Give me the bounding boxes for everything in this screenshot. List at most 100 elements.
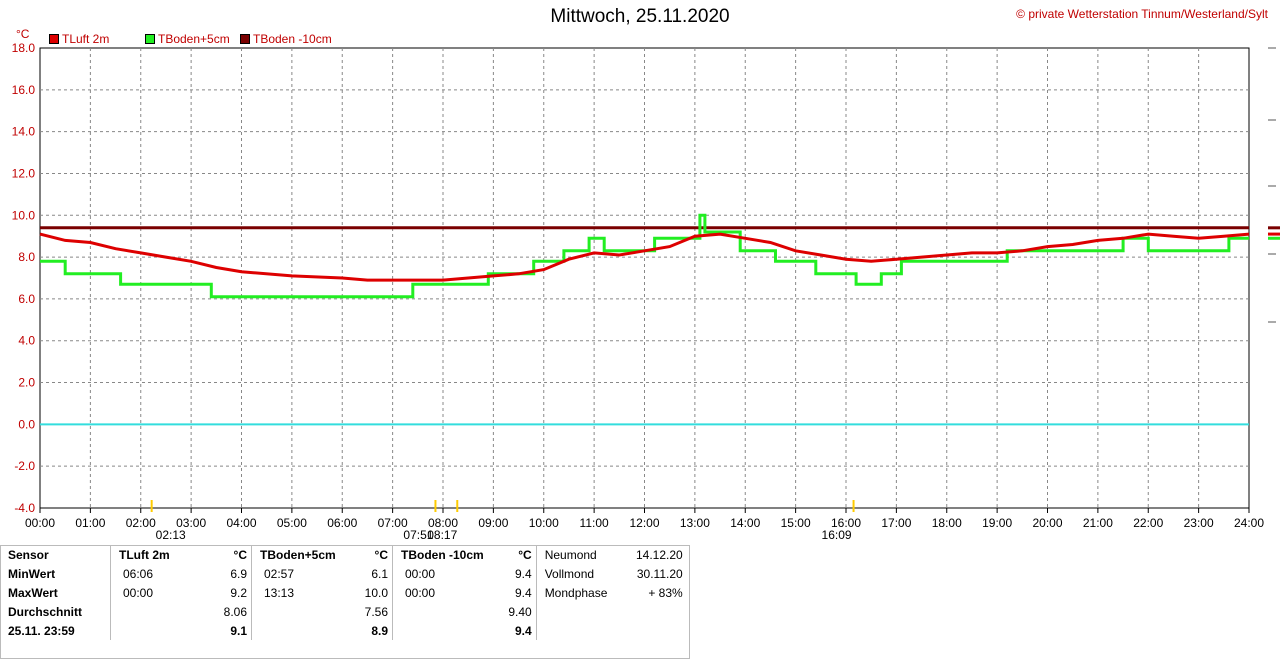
stats-row-min: MinWert 06:06 6.9 02:57 6.1 00:00 9.4 Vo… (0, 564, 687, 583)
stats-value: 9.2 (230, 585, 247, 600)
stats-table: Sensor TLuft 2m °C TBoden+5cm °C TBoden … (0, 545, 687, 640)
x-tick-label: 12:00 (629, 516, 659, 530)
stats-value: 8.06 (223, 604, 247, 619)
stats-row-label: Durchschnitt (8, 604, 83, 619)
stats-time: 00:00 (391, 583, 488, 602)
stats-time: 13:13 (251, 583, 344, 602)
legend-swatch (240, 34, 250, 44)
x-tick-label: 06:00 (327, 516, 357, 530)
x-tick-label: 22:00 (1133, 516, 1163, 530)
chart-title: Mittwoch, 25.11.2020 (550, 6, 730, 27)
stats-row-label: MaxWert (8, 585, 58, 600)
legend-label: TLuft 2m (62, 32, 110, 46)
x-tick-label: 23:00 (1184, 516, 1214, 530)
x-tick-label: 08:00 (428, 516, 458, 530)
x-tick-label: 15:00 (781, 516, 811, 530)
stats-time (391, 602, 488, 621)
legend-swatch (49, 34, 59, 44)
stats-header-tboden10: TBoden -10cm (391, 545, 488, 564)
legend-item-tluft: TLuft 2m (49, 32, 109, 46)
x-tick-label: 20:00 (1032, 516, 1062, 530)
x-tick-label: 02:00 (126, 516, 156, 530)
series-line-1 (40, 213, 1249, 299)
y-tick-label: 14.0 (12, 125, 36, 139)
y-tick-label: 18.0 (12, 41, 36, 55)
y-tick-label: 2.0 (18, 376, 35, 390)
y-tick-label: 6.0 (18, 292, 35, 306)
moon-label: Neumond (535, 545, 619, 564)
moonset-label: 08:17 (427, 528, 457, 542)
y-unit-label: °C (16, 27, 30, 41)
series-line-0 (39, 232, 1250, 282)
moon-value: 14.12.20 (635, 547, 683, 562)
stats-row-label: 25.11. 23:59 (8, 623, 75, 638)
x-tick-label: 01:00 (75, 516, 105, 530)
x-tick-label: 16:00 (831, 516, 861, 530)
stats-time: 00:00 (391, 564, 488, 583)
x-tick-label: 18:00 (932, 516, 962, 530)
copyright-label: © private Wetterstation Tinnum/Westerlan… (1016, 7, 1268, 21)
y-tick-label: 10.0 (12, 208, 36, 222)
stats-row-avg: Durchschnitt 8.06 7.56 9.40 (0, 602, 687, 621)
sunset-label: 16:09 (822, 528, 852, 542)
x-tick-label: 13:00 (680, 516, 710, 530)
y-tick-label: 12.0 (12, 166, 36, 180)
x-tick-label: 19:00 (982, 516, 1012, 530)
x-tick-label: 04:00 (226, 516, 256, 530)
y-tick-label: -4.0 (14, 501, 35, 515)
stats-time (110, 621, 183, 640)
stats-value: 7.56 (364, 604, 388, 619)
x-tick-label: 24:00 (1234, 516, 1264, 530)
moon-label: Mondphase (535, 583, 619, 602)
moon-value: 30.11.20 (636, 566, 683, 581)
legend-item-tboden5: TBoden+5cm (145, 32, 230, 46)
stats-value: 9.1 (230, 623, 247, 638)
stats-value: 9.4 (515, 566, 532, 581)
y-tick-label: -2.0 (14, 459, 35, 473)
moonrise-label: 02:13 (156, 528, 186, 542)
y-tick-label: 0.0 (18, 417, 35, 431)
stats-header-unit: °C (233, 547, 247, 562)
stats-header-unit: °C (374, 547, 388, 562)
stats-time: 00:00 (110, 583, 183, 602)
legend-swatch (145, 34, 155, 44)
y-tick-label: 16.0 (12, 83, 36, 97)
stats-value: 9.4 (515, 623, 532, 638)
x-tick-label: 14:00 (730, 516, 760, 530)
stats-value: 9.40 (508, 604, 532, 619)
legend-label: TBoden -10cm (253, 32, 332, 46)
x-tick-label: 03:00 (176, 516, 206, 530)
stats-row-max: MaxWert 00:00 9.2 13:13 10.0 00:00 9.4 M… (0, 583, 687, 602)
stats-time (110, 602, 183, 621)
stats-value: 6.9 (230, 566, 247, 581)
sunrise-label: 07:51 (403, 528, 433, 542)
x-tick-label: 05:00 (277, 516, 307, 530)
stats-header-unit: °C (518, 547, 532, 562)
stats-header-row: Sensor TLuft 2m °C TBoden+5cm °C TBoden … (0, 545, 687, 564)
stats-header-tboden5: TBoden+5cm (251, 545, 344, 564)
x-tick-label: 00:00 (25, 516, 55, 530)
y-tick-label: 8.0 (18, 250, 35, 264)
stats-value: 10.0 (364, 585, 388, 600)
x-tick-label: 09:00 (478, 516, 508, 530)
y-tick-label: 4.0 (18, 334, 35, 348)
stats-value: 6.1 (371, 566, 388, 581)
x-tick-label: 11:00 (580, 516, 609, 530)
moon-label: Vollmond (535, 564, 619, 583)
stats-value: 9.4 (515, 585, 532, 600)
stats-header-tluft: TLuft 2m (110, 545, 183, 564)
temperature-chart: 00:00 01:00 02:00 03:00 04:00 05:00 06:00 07:00… (12, 41, 1280, 542)
stats-header-sensor: Sensor (8, 547, 49, 562)
stats-time (251, 621, 344, 640)
x-tick-label: 10:00 (529, 516, 559, 530)
x-tick-label: 21:00 (1083, 516, 1113, 530)
stats-time (251, 602, 344, 621)
stats-box (0, 545, 690, 659)
stats-row-label: MinWert (8, 566, 56, 581)
legend-item-tboden10: TBoden -10cm (240, 32, 332, 46)
stats-time (391, 621, 488, 640)
moon-value: + 83% (648, 585, 683, 600)
stats-value: 8.9 (371, 623, 388, 638)
stats-time: 06:06 (110, 564, 183, 583)
x-tick-label: 17:00 (881, 516, 911, 530)
